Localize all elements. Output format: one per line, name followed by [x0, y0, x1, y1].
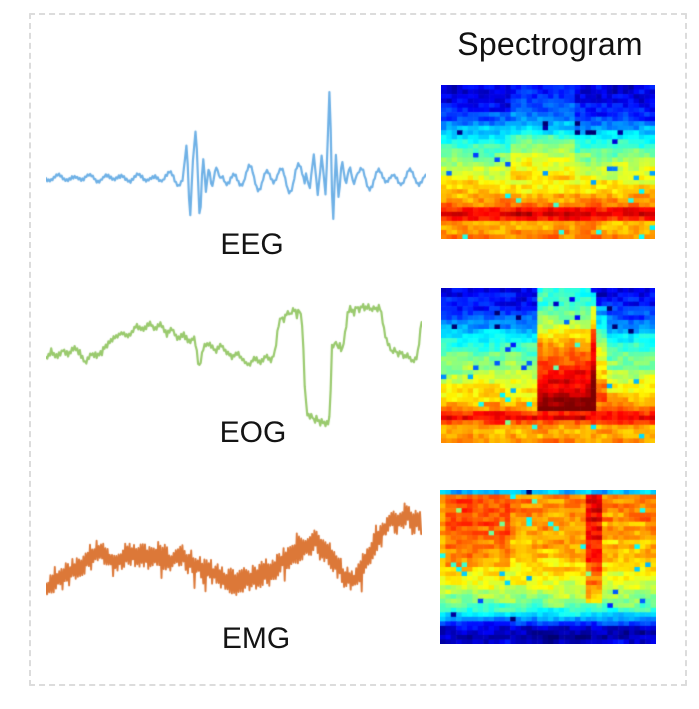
- emg-label: EMG: [221, 622, 291, 655]
- emg-spectrogram: [440, 490, 656, 644]
- eeg-label: EEG: [220, 228, 284, 261]
- dashed-frame: [29, 13, 687, 686]
- eeg-spectrogram: [441, 85, 655, 239]
- eog-label: EOG: [219, 416, 287, 449]
- emg-waveform: [46, 478, 422, 628]
- eog-spectrogram: [441, 288, 655, 443]
- eeg-waveform: [46, 80, 426, 245]
- spectrogram-column-title: Spectrogram: [457, 26, 643, 62]
- eog-waveform: [46, 295, 422, 445]
